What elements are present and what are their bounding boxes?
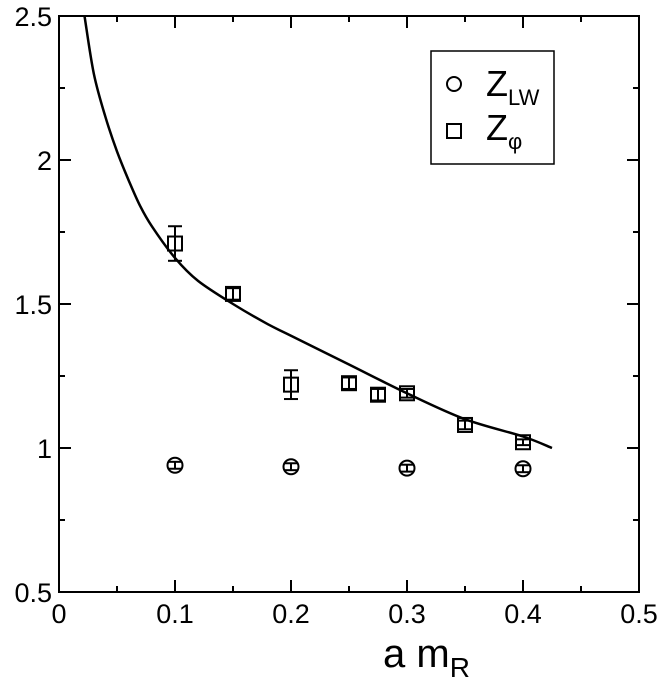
z-phi-point <box>370 386 386 403</box>
x-axis-title-main: a m <box>383 632 450 676</box>
square-marker <box>283 376 299 393</box>
legend-label-z-phi-main: Z <box>486 107 508 148</box>
z-lw-point <box>282 458 300 476</box>
z-phi-point <box>167 225 183 262</box>
y-tick-label: 1.5 <box>14 290 52 320</box>
legend-label-z-phi: Zφ <box>486 107 522 154</box>
legend-box <box>430 50 555 165</box>
square-marker <box>399 385 415 402</box>
axis-ticks <box>58 15 640 593</box>
legend-label-z-lw: ZLW <box>486 63 540 110</box>
z-phi-point <box>515 434 531 451</box>
z-phi-point <box>341 375 357 392</box>
circle-marker <box>398 459 416 477</box>
z-phi-point <box>457 416 473 433</box>
x-axis-title-sub: R <box>450 652 470 683</box>
z-phi-point <box>225 285 241 302</box>
fit-curve-line <box>83 15 553 450</box>
legend-label-z-lw-sub: LW <box>508 85 540 110</box>
circle-marker <box>282 458 300 476</box>
z-lw-point <box>514 460 532 478</box>
z-lw-point <box>166 456 184 474</box>
legend: ZLW Zφ <box>430 50 555 165</box>
circle-marker <box>166 456 184 474</box>
data-points <box>166 225 532 478</box>
circle-marker <box>514 460 532 478</box>
x-tick-label: 0.4 <box>504 599 542 629</box>
square-marker <box>341 375 357 392</box>
y-tick-label: 1 <box>37 434 52 464</box>
legend-marker-square <box>446 123 462 139</box>
x-tick-label: 0.3 <box>388 599 426 629</box>
x-axis-title: a mR <box>383 632 470 683</box>
x-tick-label: 0 <box>51 599 66 629</box>
x-tick-label: 0.1 <box>156 599 194 629</box>
legend-label-z-phi-sub: φ <box>508 129 522 154</box>
y-tick-label: 0.5 <box>14 578 52 608</box>
z-lw-point <box>398 459 416 477</box>
axis-tick-labels: 0 0.1 0.2 0.3 0.4 0.5 0.5 1 1.5 2 2.5 <box>14 2 657 629</box>
square-marker <box>515 434 531 451</box>
square-marker <box>457 416 473 433</box>
square-marker <box>167 235 183 252</box>
x-tick-label: 0.5 <box>620 599 658 629</box>
legend-marker-circle <box>446 76 462 92</box>
y-tick-label: 2.5 <box>14 2 52 32</box>
legend-label-z-lw-main: Z <box>486 63 508 104</box>
z-phi-point <box>399 385 415 402</box>
x-tick-label: 0.2 <box>272 599 310 629</box>
z-phi-point <box>283 369 299 401</box>
square-marker <box>370 386 386 403</box>
y-tick-label: 2 <box>37 146 52 176</box>
square-marker <box>225 285 241 302</box>
